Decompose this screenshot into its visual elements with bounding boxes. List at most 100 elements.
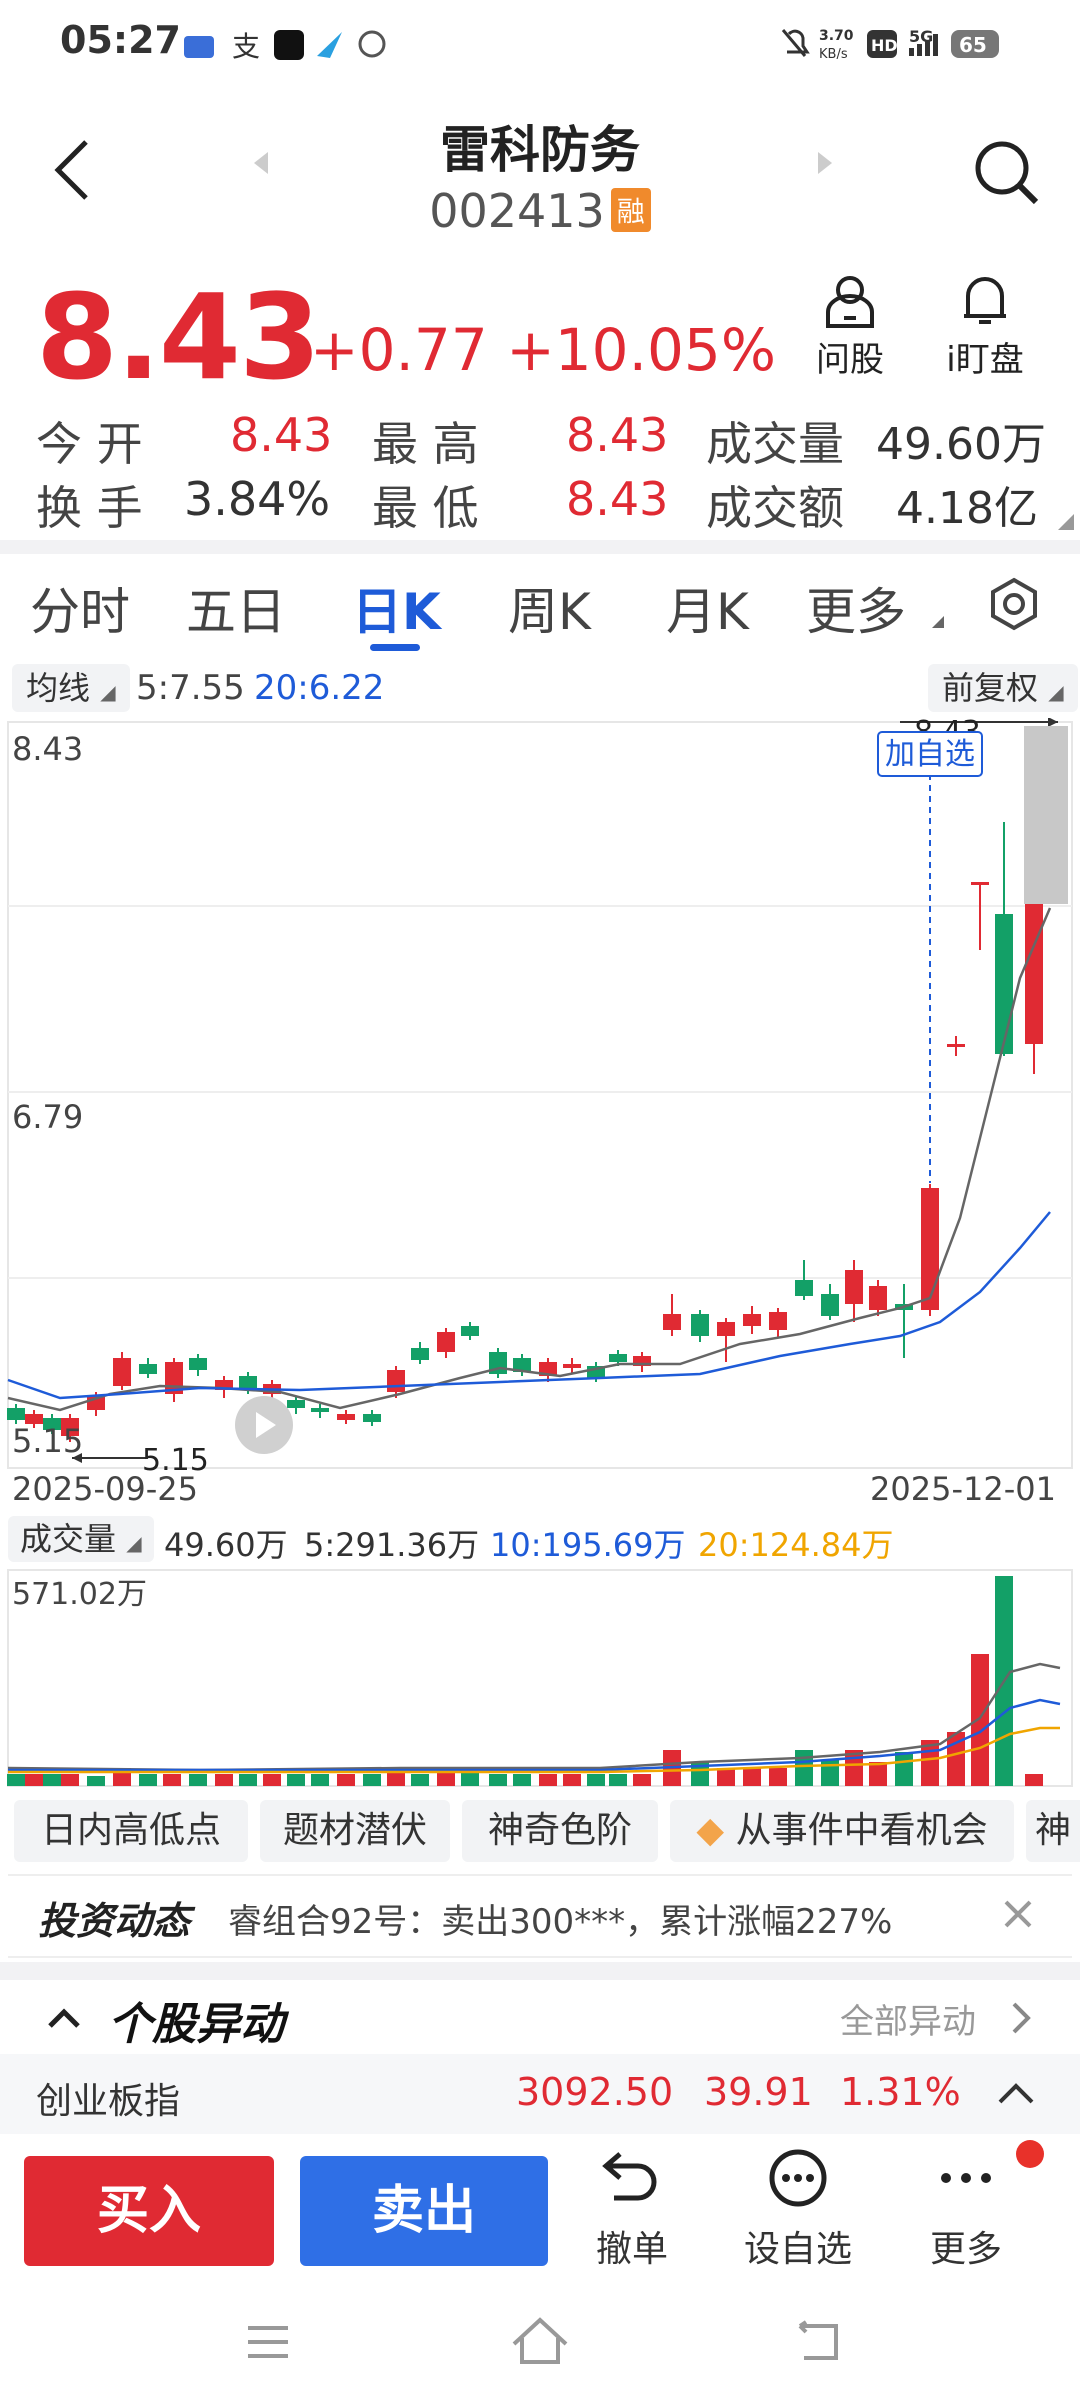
low-marker-arrow bbox=[72, 1453, 82, 1463]
chevron-right-icon[interactable] bbox=[1010, 2000, 1034, 2036]
chip-event-opportunity[interactable]: ◆ 从事件中看机会 bbox=[670, 1800, 1014, 1862]
adjust-label: 前复权 bbox=[942, 669, 1039, 707]
sell-button[interactable]: 卖出 bbox=[300, 2156, 548, 2266]
date-end: 2025-12-01 bbox=[870, 1470, 1056, 1508]
volume-ma5: 5:291.36万 bbox=[304, 1526, 480, 1564]
ask-icon bbox=[826, 276, 874, 328]
svg-text:65: 65 bbox=[959, 33, 987, 57]
diamond-icon: ◆ bbox=[696, 1810, 736, 1851]
system-status-icons: 3.70 KB/s HD 5G 65 bbox=[781, 27, 999, 62]
search-icon[interactable] bbox=[970, 136, 1042, 208]
candle-body bbox=[239, 1376, 257, 1390]
index-ticker[interactable]: 创业板指 3092.50 39.91 1.31% bbox=[0, 2054, 1080, 2134]
chip-truncated[interactable]: 神 bbox=[1026, 1800, 1080, 1862]
volume-chart[interactable]: 571.02万 bbox=[0, 1568, 1080, 1788]
more-dropdown-icon bbox=[932, 616, 944, 628]
settings-icon[interactable] bbox=[986, 576, 1042, 632]
candle-body bbox=[563, 1364, 581, 1368]
cancel-order-label: 撤单 bbox=[595, 2229, 668, 2270]
volume-ma20-line bbox=[8, 1726, 1060, 1774]
volume-bar bbox=[587, 1774, 605, 1786]
ma5-value: 5:7.55 bbox=[136, 668, 245, 708]
volume-selector[interactable]: 成交量 ◢ bbox=[8, 1516, 154, 1562]
volume-bar bbox=[717, 1768, 735, 1786]
candle-body bbox=[215, 1380, 233, 1390]
volume-bar bbox=[87, 1776, 105, 1786]
stat-high-label: 最 高 bbox=[372, 417, 479, 471]
news-banner[interactable]: 投资动态 睿组合92号：卖出300***，累计涨幅227% bbox=[8, 1874, 1072, 1958]
price-label-mid: 6.79 bbox=[12, 1098, 83, 1136]
candle-body bbox=[189, 1358, 207, 1370]
candle-body bbox=[25, 1414, 43, 1424]
chat-dots-icon bbox=[769, 2149, 827, 2207]
candle-body bbox=[995, 914, 1013, 1054]
candle-body bbox=[513, 1358, 531, 1372]
ma-selector[interactable]: 均线 ◢ bbox=[12, 664, 130, 712]
volume-bar bbox=[25, 1774, 43, 1786]
index-change: 39.91 bbox=[704, 2070, 813, 2114]
play-icon bbox=[256, 1412, 276, 1438]
volume-bar bbox=[489, 1774, 507, 1786]
cancel-order-button[interactable]: 撤单 bbox=[562, 2146, 702, 2272]
candle-body bbox=[663, 1314, 681, 1330]
high-marker-arrow bbox=[1048, 718, 1058, 727]
margin-badge: 融 bbox=[610, 188, 651, 232]
volume-bar bbox=[1025, 1774, 1043, 1786]
expand-up-icon[interactable] bbox=[996, 2080, 1036, 2106]
tab-daily-k[interactable]: 日K bbox=[352, 583, 441, 641]
stat-low-label: 最 低 bbox=[372, 481, 479, 535]
candle-body bbox=[769, 1312, 787, 1330]
collapse-icon[interactable] bbox=[46, 2006, 82, 2030]
news-text: 睿组合92号：卖出300***，累计涨幅227% bbox=[228, 1902, 893, 1942]
status-bar: 05:27 支 3.70 KB/s HD 5G 65 bbox=[0, 0, 1080, 80]
candle-body bbox=[921, 1188, 939, 1310]
more-actions-button[interactable]: 更多 bbox=[896, 2146, 1036, 2272]
close-icon[interactable] bbox=[998, 1894, 1038, 1934]
chip-magic-color-scale[interactable]: 神奇色阶 bbox=[462, 1800, 658, 1862]
next-stock-icon[interactable] bbox=[816, 150, 834, 176]
ask-stock-button[interactable]: 问股 bbox=[800, 274, 900, 381]
expand-corner-icon[interactable] bbox=[1056, 512, 1076, 532]
chip-theme-ambush[interactable]: 题材潜伏 bbox=[260, 1800, 450, 1862]
index-pct: 1.31% bbox=[840, 2070, 961, 2114]
candle-body bbox=[609, 1354, 627, 1362]
stat-low-value: 8.43 bbox=[566, 472, 669, 526]
volume-bar bbox=[287, 1774, 305, 1786]
candle-body bbox=[113, 1358, 131, 1386]
svg-text:3.70: 3.70 bbox=[819, 28, 854, 44]
anomaly-all-link[interactable]: 全部异动 bbox=[840, 2002, 976, 2042]
watch-button[interactable]: i盯盘 bbox=[930, 274, 1040, 381]
stat-turnover-label: 换 手 bbox=[36, 481, 143, 535]
adjust-dropdown-icon: ◢ bbox=[1048, 680, 1064, 704]
add-watch-button[interactable] bbox=[877, 731, 983, 777]
volume-bar bbox=[163, 1774, 181, 1786]
index-value: 3092.50 bbox=[516, 2070, 674, 2114]
chip-intraday-extremes[interactable]: 日内高低点 bbox=[14, 1800, 248, 1862]
ma20-value: 20:6.22 bbox=[254, 668, 385, 708]
stat-open-value: 8.43 bbox=[230, 408, 333, 462]
tab-intraday[interactable]: 分时 bbox=[30, 583, 130, 641]
tab-five-day[interactable]: 五日 bbox=[186, 583, 286, 641]
svg-text:支: 支 bbox=[232, 30, 260, 62]
add-watchlist-button[interactable]: 设自选 bbox=[728, 2146, 868, 2272]
home-icon[interactable] bbox=[508, 2314, 572, 2370]
back-nav-icon[interactable] bbox=[792, 2318, 844, 2366]
price-change: +0.77 bbox=[310, 316, 488, 384]
tab-monthly-k[interactable]: 月K bbox=[666, 583, 749, 641]
volume-dropdown-icon: ◢ bbox=[126, 1531, 142, 1555]
volume-bar bbox=[239, 1774, 257, 1786]
menu-icon[interactable] bbox=[244, 2320, 292, 2364]
kline-chart[interactable]: 8.43 6.79 5.15 5.15 8.43 加自选 bbox=[0, 718, 1080, 1474]
volume-bar bbox=[7, 1774, 25, 1786]
candle-body bbox=[869, 1286, 887, 1310]
tab-weekly-k[interactable]: 周K bbox=[508, 583, 591, 641]
back-icon[interactable] bbox=[52, 138, 92, 202]
low-marker: 5.15 bbox=[142, 1443, 209, 1474]
prev-stock-icon[interactable] bbox=[252, 150, 270, 176]
ask-label: 问股 bbox=[816, 340, 884, 380]
tab-more[interactable]: 更多 bbox=[806, 583, 906, 641]
adjust-selector[interactable]: 前复权 ◢ bbox=[928, 664, 1078, 712]
volume-bar bbox=[139, 1774, 157, 1786]
stat-open-label: 今 开 bbox=[36, 417, 143, 471]
buy-button[interactable]: 买入 bbox=[24, 2156, 274, 2266]
